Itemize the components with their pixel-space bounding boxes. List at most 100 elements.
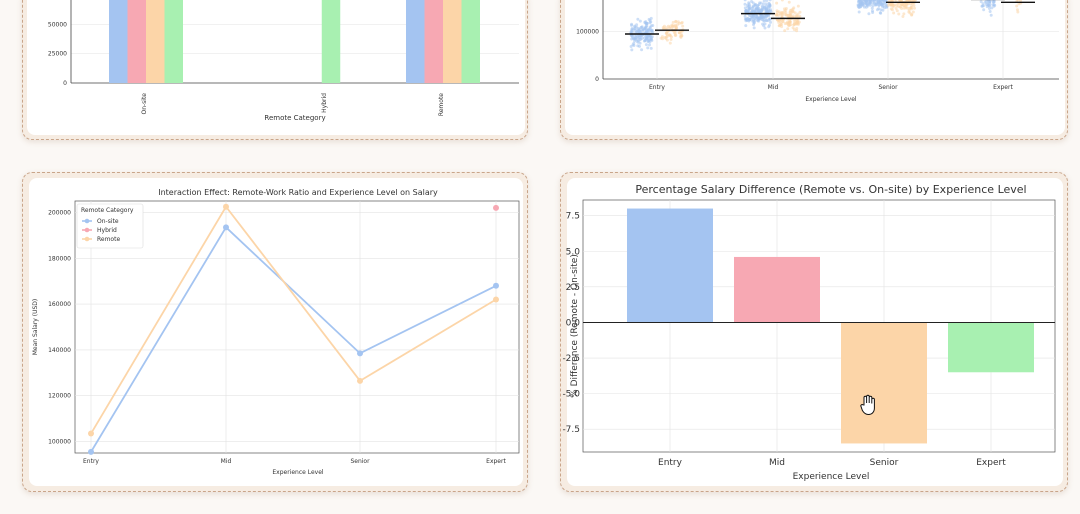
scatter-point bbox=[650, 38, 654, 42]
scatter-point bbox=[906, 6, 910, 10]
scatter-point bbox=[1016, 0, 1020, 2]
x-axis-label: Experience Level bbox=[793, 472, 870, 482]
scatter-point bbox=[792, 6, 796, 10]
scatter-point bbox=[894, 6, 898, 10]
scatter-point bbox=[761, 2, 765, 6]
bar bbox=[948, 322, 1034, 373]
scatter-point bbox=[760, 14, 764, 18]
scatter-point bbox=[787, 0, 791, 4]
scatter-point bbox=[670, 26, 674, 30]
scatter-point bbox=[793, 18, 797, 22]
scatter-point bbox=[669, 38, 673, 42]
y-tick-label: 140000 bbox=[48, 347, 71, 354]
scatter-point bbox=[763, 5, 767, 9]
bar bbox=[109, 0, 128, 83]
scatter-point bbox=[670, 23, 674, 27]
y-axis-label: Mean Salary (USD) bbox=[32, 299, 39, 356]
legend-box bbox=[76, 203, 144, 249]
scatter-point bbox=[744, 24, 748, 28]
scatter-point bbox=[980, 4, 984, 8]
scatter-point bbox=[990, 6, 994, 10]
scatter-point bbox=[669, 35, 673, 39]
scatter-point bbox=[749, 14, 753, 18]
scatter-point bbox=[910, 12, 914, 16]
scatter-point bbox=[902, 12, 906, 16]
scatter-point bbox=[796, 4, 800, 8]
scatter-point bbox=[745, 18, 749, 22]
x-tick-label: Entry bbox=[658, 458, 683, 468]
scatter-point bbox=[762, 18, 766, 22]
scatter-point bbox=[869, 0, 872, 1]
chart-background bbox=[565, 0, 1065, 135]
scatter-point bbox=[784, 6, 788, 10]
data-point bbox=[357, 377, 363, 384]
y-tick-label: 120000 bbox=[48, 393, 71, 400]
scatter-point bbox=[880, 3, 884, 7]
remote-category-bar-chart: 0250005000075000On-siteHybridRemoteRemot… bbox=[27, 0, 525, 135]
y-tick-label: 200000 bbox=[48, 209, 71, 216]
scatter-point bbox=[769, 8, 773, 12]
scatter-point bbox=[789, 8, 793, 12]
scatter-point bbox=[796, 18, 800, 22]
scatter-point bbox=[895, 4, 899, 8]
scatter-point bbox=[763, 26, 767, 30]
scatter-point bbox=[636, 44, 640, 48]
y-tick-label: 0 bbox=[595, 76, 599, 83]
scatter-point bbox=[748, 4, 752, 8]
bar bbox=[321, 0, 341, 83]
scatter-point bbox=[681, 24, 685, 28]
y-tick-label: 100000 bbox=[576, 29, 599, 36]
bar bbox=[424, 0, 443, 83]
y-tick-label: 25000 bbox=[48, 51, 67, 58]
scatter-point bbox=[767, 25, 771, 29]
scatter-point bbox=[743, 0, 747, 2]
scatter-point bbox=[871, 4, 875, 8]
y-tick-label: 180000 bbox=[48, 255, 71, 262]
scatter-point bbox=[632, 44, 636, 48]
scatter-point bbox=[757, 3, 761, 7]
bar bbox=[164, 0, 183, 83]
scatter-point bbox=[743, 6, 747, 10]
scatter-point bbox=[883, 6, 887, 10]
scatter-point bbox=[763, 22, 767, 26]
scatter-point bbox=[672, 25, 676, 29]
scatter-point bbox=[982, 8, 986, 12]
scatter-point bbox=[879, 8, 883, 12]
scatter-point bbox=[901, 14, 905, 18]
scatter-point bbox=[673, 33, 677, 37]
y-tick-label: 7.5 bbox=[566, 212, 580, 222]
y-tick-label: 50000 bbox=[48, 21, 67, 28]
scatter-point bbox=[902, 4, 906, 8]
scatter-point bbox=[767, 17, 771, 21]
x-axis-label: Experience Level bbox=[272, 469, 324, 476]
x-axis-label: Experience Level bbox=[805, 96, 857, 103]
scatter-point bbox=[857, 3, 861, 7]
scatter-point bbox=[769, 20, 773, 24]
scatter-point bbox=[786, 13, 790, 17]
scatter-point bbox=[787, 18, 791, 22]
scatter-point bbox=[762, 0, 766, 3]
scatter-point bbox=[870, 1, 874, 5]
scatter-point bbox=[674, 20, 678, 24]
scatter-point bbox=[983, 0, 987, 4]
scatter-point bbox=[864, 1, 868, 5]
scatter-point bbox=[912, 6, 916, 10]
scatter-point bbox=[638, 19, 642, 23]
y-tick-label: 2.5 bbox=[566, 283, 580, 293]
scatter-point bbox=[630, 28, 634, 32]
scatter-point bbox=[795, 20, 799, 24]
scatter-point bbox=[1015, 8, 1019, 12]
x-tick-label: Expert bbox=[993, 84, 1013, 91]
bar bbox=[627, 208, 713, 323]
scatter-point bbox=[889, 3, 893, 7]
scatter-point bbox=[780, 0, 784, 2]
scatter-point bbox=[751, 18, 755, 22]
scatter-point bbox=[640, 48, 644, 52]
x-tick-label: Mid bbox=[221, 458, 232, 465]
y-axis-label: % Difference (Remote - On-site) bbox=[570, 254, 580, 398]
scatter-point bbox=[664, 26, 668, 30]
x-tick-label: Entry bbox=[649, 84, 665, 91]
scatter-point bbox=[907, 10, 911, 14]
scatter-point bbox=[879, 1, 883, 5]
